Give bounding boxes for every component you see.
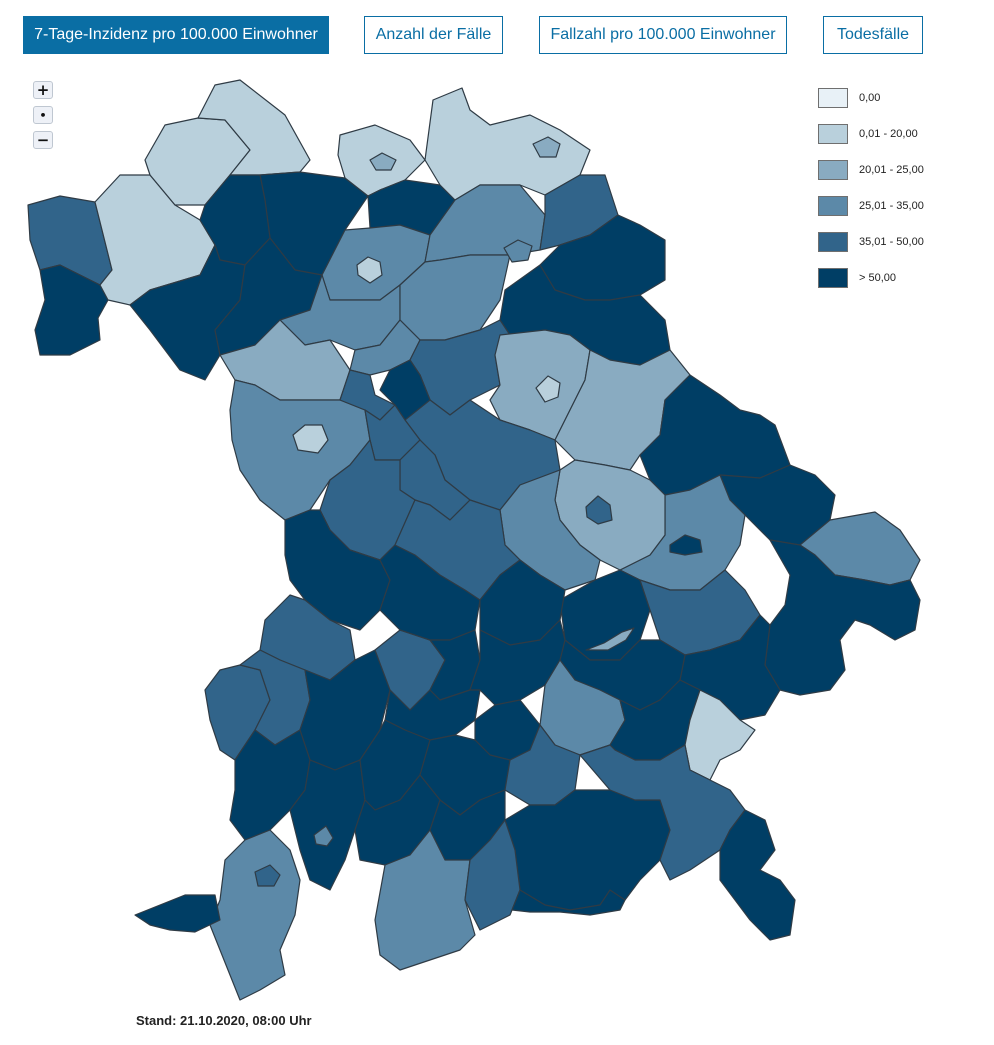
city-wuerzburg[interactable] <box>292 424 329 454</box>
region-weilheim[interactable] <box>374 829 476 971</box>
legend-item: 20,01 - 25,00 <box>818 160 988 182</box>
tab-fallzahl-pro-100000[interactable]: Fallzahl pro 100.000 Einwohner <box>539 16 787 54</box>
legend-swatch <box>818 268 848 288</box>
region-oberallgaeu[interactable] <box>209 829 301 1001</box>
region-lindau[interactable] <box>134 894 221 933</box>
legend-item: 25,01 - 35,00 <box>818 196 988 218</box>
city-schweinfurt[interactable] <box>356 256 383 284</box>
region-ebersberg[interactable] <box>504 724 581 806</box>
zoom-reset-button[interactable]: • <box>33 106 53 124</box>
city-kempten[interactable] <box>254 864 281 887</box>
data-timestamp: Stand: 21.10.2020, 08:00 Uhr <box>136 1013 312 1028</box>
legend-label: 20,01 - 25,00 <box>859 164 924 176</box>
tab-anzahl-faelle[interactable]: Anzahl der Fälle <box>364 16 503 54</box>
legend-swatch <box>818 88 848 108</box>
legend-swatch <box>818 196 848 216</box>
legend-item: > 50,00 <box>818 268 988 290</box>
tab-todesfaelle[interactable]: Todesfälle <box>823 16 923 54</box>
city-kaufbeuren[interactable] <box>313 825 334 847</box>
legend-swatch <box>818 160 848 180</box>
legend-label: 35,01 - 50,00 <box>859 236 924 248</box>
city-landshut-lake[interactable] <box>585 627 635 651</box>
legend-swatch <box>818 232 848 252</box>
region-miesbach[interactable] <box>511 889 626 916</box>
legend-label: 0,01 - 20,00 <box>859 128 918 140</box>
metric-tabs: 7-Tage-Inzidenz pro 100.000 Einwohner An… <box>0 16 994 54</box>
region-berchtesgaden[interactable] <box>719 809 796 941</box>
legend-item: 0,01 - 20,00 <box>818 124 988 146</box>
zoom-out-button[interactable]: − <box>33 131 53 149</box>
region-altoetting[interactable] <box>684 689 756 781</box>
legend-label: 25,01 - 35,00 <box>859 200 924 212</box>
legend-swatch <box>818 124 848 144</box>
city-regensburg[interactable] <box>585 495 613 525</box>
tab-7-tage-inzidenz[interactable]: 7-Tage-Inzidenz pro 100.000 Einwohner <box>23 16 329 54</box>
city-bayreuth[interactable] <box>503 239 533 263</box>
city-hof[interactable] <box>532 136 561 158</box>
legend-item: 35,01 - 50,00 <box>818 232 988 254</box>
city-amberg[interactable] <box>535 375 561 403</box>
city-straubing[interactable] <box>669 534 703 556</box>
legend-label: 0,00 <box>859 92 881 104</box>
city-coburg[interactable] <box>369 152 397 171</box>
region-rosenheim[interactable] <box>504 789 671 911</box>
region-miltenberg[interactable] <box>34 264 109 356</box>
legend-label: > 50,00 <box>859 272 897 284</box>
legend-item: 0,00 <box>818 88 988 110</box>
region-traunstein[interactable] <box>579 744 746 881</box>
zoom-in-button[interactable]: + <box>33 81 53 99</box>
region-nuernberg[interactable] <box>379 359 431 421</box>
